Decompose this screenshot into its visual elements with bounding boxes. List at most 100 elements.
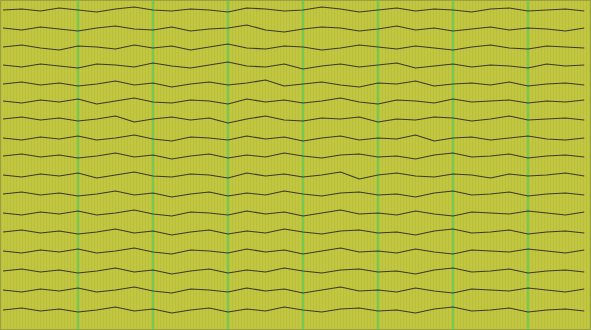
raster-line (136, 0, 137, 330)
eeg-trace (3, 7, 584, 12)
raster-line (526, 0, 527, 330)
raster-line (307, 0, 308, 330)
raster-line (544, 0, 545, 330)
raster-line (475, 0, 476, 330)
raster-line (286, 0, 287, 330)
raster-line (46, 0, 47, 330)
raster-line (442, 0, 443, 330)
raster-line (4, 0, 5, 330)
raster-line (22, 0, 23, 330)
raster-line (247, 0, 248, 330)
eeg-trace (3, 248, 584, 254)
raster-line (577, 0, 578, 330)
raster-line (184, 0, 185, 330)
raster-line (178, 0, 179, 330)
raster-line (334, 0, 335, 330)
raster-line (373, 0, 374, 330)
eeg-trace (3, 44, 584, 50)
raster-line (97, 0, 98, 330)
raster-line (148, 0, 149, 330)
raster-line (205, 0, 206, 330)
raster-line (556, 0, 557, 330)
raster-line (340, 0, 341, 330)
eeg-trace (3, 116, 584, 123)
raster-line (118, 0, 119, 330)
eeg-chart (0, 0, 591, 330)
raster-line (37, 0, 38, 330)
raster-line (370, 0, 371, 330)
raster-line (538, 0, 539, 330)
raster-line (235, 0, 236, 330)
raster-line (496, 0, 497, 330)
raster-line (355, 0, 356, 330)
raster-line (343, 0, 344, 330)
raster-line (34, 0, 35, 330)
eeg-trace (3, 62, 584, 69)
raster-line (430, 0, 431, 330)
raster-line (523, 0, 524, 330)
raster-line (232, 0, 233, 330)
raster-line (106, 0, 107, 330)
raster-line (532, 0, 533, 330)
grid (78, 0, 528, 330)
eeg-trace (3, 287, 584, 293)
raster-line (262, 0, 263, 330)
raster-line (517, 0, 518, 330)
raster-line (268, 0, 269, 330)
grid-line-x (227, 0, 228, 330)
raster-line (181, 0, 182, 330)
raster-line (382, 0, 383, 330)
eeg-trace (3, 153, 584, 159)
screen-raster (2, 0, 590, 330)
raster-line (127, 0, 128, 330)
raster-line (490, 0, 491, 330)
eeg-trace (3, 135, 584, 141)
raster-line (364, 0, 365, 330)
raster-line (229, 0, 230, 330)
raster-line (505, 0, 506, 330)
raster-line (493, 0, 494, 330)
raster-line (100, 0, 101, 330)
raster-line (376, 0, 377, 330)
eeg-trace (3, 172, 584, 179)
raster-line (487, 0, 488, 330)
raster-line (547, 0, 548, 330)
raster-line (361, 0, 362, 330)
raster-line (388, 0, 389, 330)
raster-line (271, 0, 272, 330)
raster-line (403, 0, 404, 330)
screen-background (0, 0, 591, 330)
raster-line (418, 0, 419, 330)
raster-line (121, 0, 122, 330)
raster-line (412, 0, 413, 330)
raster-line (424, 0, 425, 330)
raster-line (379, 0, 380, 330)
raster-line (244, 0, 245, 330)
raster-line (397, 0, 398, 330)
raster-line (157, 0, 158, 330)
raster-line (220, 0, 221, 330)
raster-line (529, 0, 530, 330)
raster-line (82, 0, 83, 330)
raster-line (16, 0, 17, 330)
raster-line (103, 0, 104, 330)
raster-line (217, 0, 218, 330)
raster-line (13, 0, 14, 330)
raster-line (502, 0, 503, 330)
raster-line (124, 0, 125, 330)
raster-line (151, 0, 152, 330)
raster-line (67, 0, 68, 330)
raster-line (580, 0, 581, 330)
raster-line (145, 0, 146, 330)
raster-line (571, 0, 572, 330)
raster-line (358, 0, 359, 330)
raster-line (211, 0, 212, 330)
raster-line (166, 0, 167, 330)
raster-line (172, 0, 173, 330)
raster-line (19, 0, 20, 330)
raster-line (10, 0, 11, 330)
eeg-trace (3, 98, 584, 104)
raster-line (559, 0, 560, 330)
raster-line (256, 0, 257, 330)
raster-line (463, 0, 464, 330)
